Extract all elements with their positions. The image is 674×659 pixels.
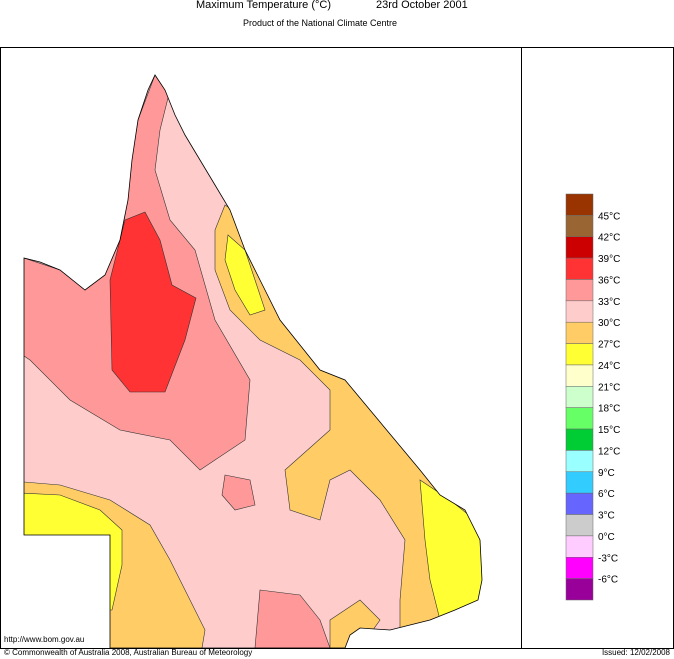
map-subtitle: Product of the National Climate Centre bbox=[243, 18, 397, 28]
legend-swatch bbox=[565, 279, 594, 302]
region bbox=[109, 211, 197, 393]
region bbox=[221, 474, 256, 511]
legend-swatch bbox=[565, 386, 594, 408]
legend-label: 9°C bbox=[598, 468, 615, 479]
legend-swatch bbox=[565, 471, 594, 494]
map-title: Maximum Temperature (°C) bbox=[196, 0, 331, 11]
legend-label: 15°C bbox=[598, 425, 620, 436]
legend-label: 45°C bbox=[598, 211, 620, 222]
legend-label: 39°C bbox=[598, 254, 620, 265]
legend-label: 18°C bbox=[598, 404, 620, 415]
legend-swatch bbox=[565, 193, 594, 216]
legend-swatch bbox=[565, 300, 594, 323]
legend-label: 21°C bbox=[598, 382, 620, 393]
legend-label: 27°C bbox=[598, 340, 620, 351]
legend-label: -3°C bbox=[598, 553, 618, 564]
legend-label: 42°C bbox=[598, 233, 620, 244]
legend-swatch bbox=[565, 492, 594, 515]
legend-swatch bbox=[565, 535, 594, 558]
map-date: 23rd October 2001 bbox=[376, 0, 468, 11]
state-border bbox=[23, 74, 483, 649]
legend-swatch bbox=[565, 236, 594, 259]
legend-label: -6°C bbox=[598, 575, 618, 586]
map bbox=[24, 75, 482, 648]
legend-label: 12°C bbox=[598, 446, 620, 457]
region bbox=[224, 234, 266, 316]
legend-label: 24°C bbox=[598, 361, 620, 372]
legend-swatch bbox=[565, 428, 594, 451]
legend-label: 30°C bbox=[598, 318, 620, 329]
legend-swatch bbox=[565, 343, 594, 366]
legend-label: 36°C bbox=[598, 275, 620, 286]
legend: 45°C 42°C 39°C 36°C 33°C 30°C 27°C 24°C 21°C 18°C… bbox=[565, 193, 620, 601]
footer-copyright: © Commonwealth of Australia 2008, Austra… bbox=[4, 648, 252, 657]
footer-url: http://www.bom.gov.au bbox=[4, 635, 84, 644]
legend-label: 6°C bbox=[598, 489, 615, 500]
footer-issued: Issued: 12/02/2008 bbox=[602, 648, 671, 657]
legend-swatch bbox=[565, 321, 594, 344]
legend-swatch bbox=[565, 578, 594, 601]
legend-swatch bbox=[565, 514, 594, 537]
legend-swatch bbox=[565, 557, 594, 579]
legend-swatch bbox=[565, 450, 594, 473]
legend-label: 33°C bbox=[598, 297, 620, 308]
legend-swatch bbox=[565, 364, 594, 387]
legend-label: 3°C bbox=[598, 511, 615, 522]
legend-swatch bbox=[565, 407, 594, 430]
legend-swatch bbox=[565, 257, 594, 280]
region bbox=[419, 479, 482, 621]
legend-label: 0°C bbox=[598, 532, 615, 543]
region bbox=[254, 589, 331, 648]
legend-swatch bbox=[565, 215, 594, 237]
